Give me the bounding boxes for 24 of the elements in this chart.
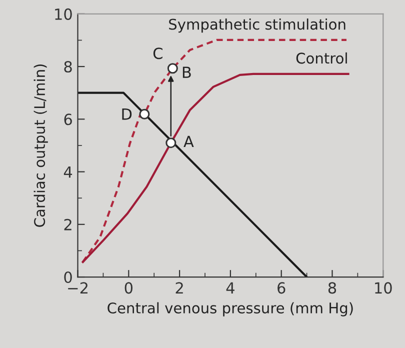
x-tick-label: 6 xyxy=(278,282,286,294)
point xyxy=(139,108,150,120)
y-tick-label: 10 xyxy=(55,8,72,20)
x-tick-label: 0 xyxy=(124,282,132,294)
x-axis-title: Central venous pressure (mm Hg) xyxy=(108,302,353,316)
series-label: Sympathetic stimulation xyxy=(169,18,346,33)
x-tick-label: 2 xyxy=(176,282,183,294)
y-tick-label: 2 xyxy=(64,218,72,230)
x-tick-label: 10 xyxy=(375,282,392,294)
x-tick-label: 4 xyxy=(226,282,234,294)
x-tick-label: 8 xyxy=(328,282,336,294)
y-tick-label: 6 xyxy=(64,114,72,126)
y-tick-label: 4 xyxy=(64,166,72,178)
annotation: C xyxy=(153,48,162,60)
annotation: B xyxy=(182,66,191,78)
x-tick-label: −2 xyxy=(68,282,88,294)
y-tick-label: 0 xyxy=(64,271,72,284)
annotation: D xyxy=(122,108,132,120)
y-axis-title: Cardiac output (L/min) xyxy=(34,64,48,227)
series-label: Control xyxy=(296,52,347,64)
annotation: A xyxy=(184,136,194,148)
y-tick-label: 8 xyxy=(64,61,72,73)
point xyxy=(167,63,178,74)
point xyxy=(166,138,176,148)
